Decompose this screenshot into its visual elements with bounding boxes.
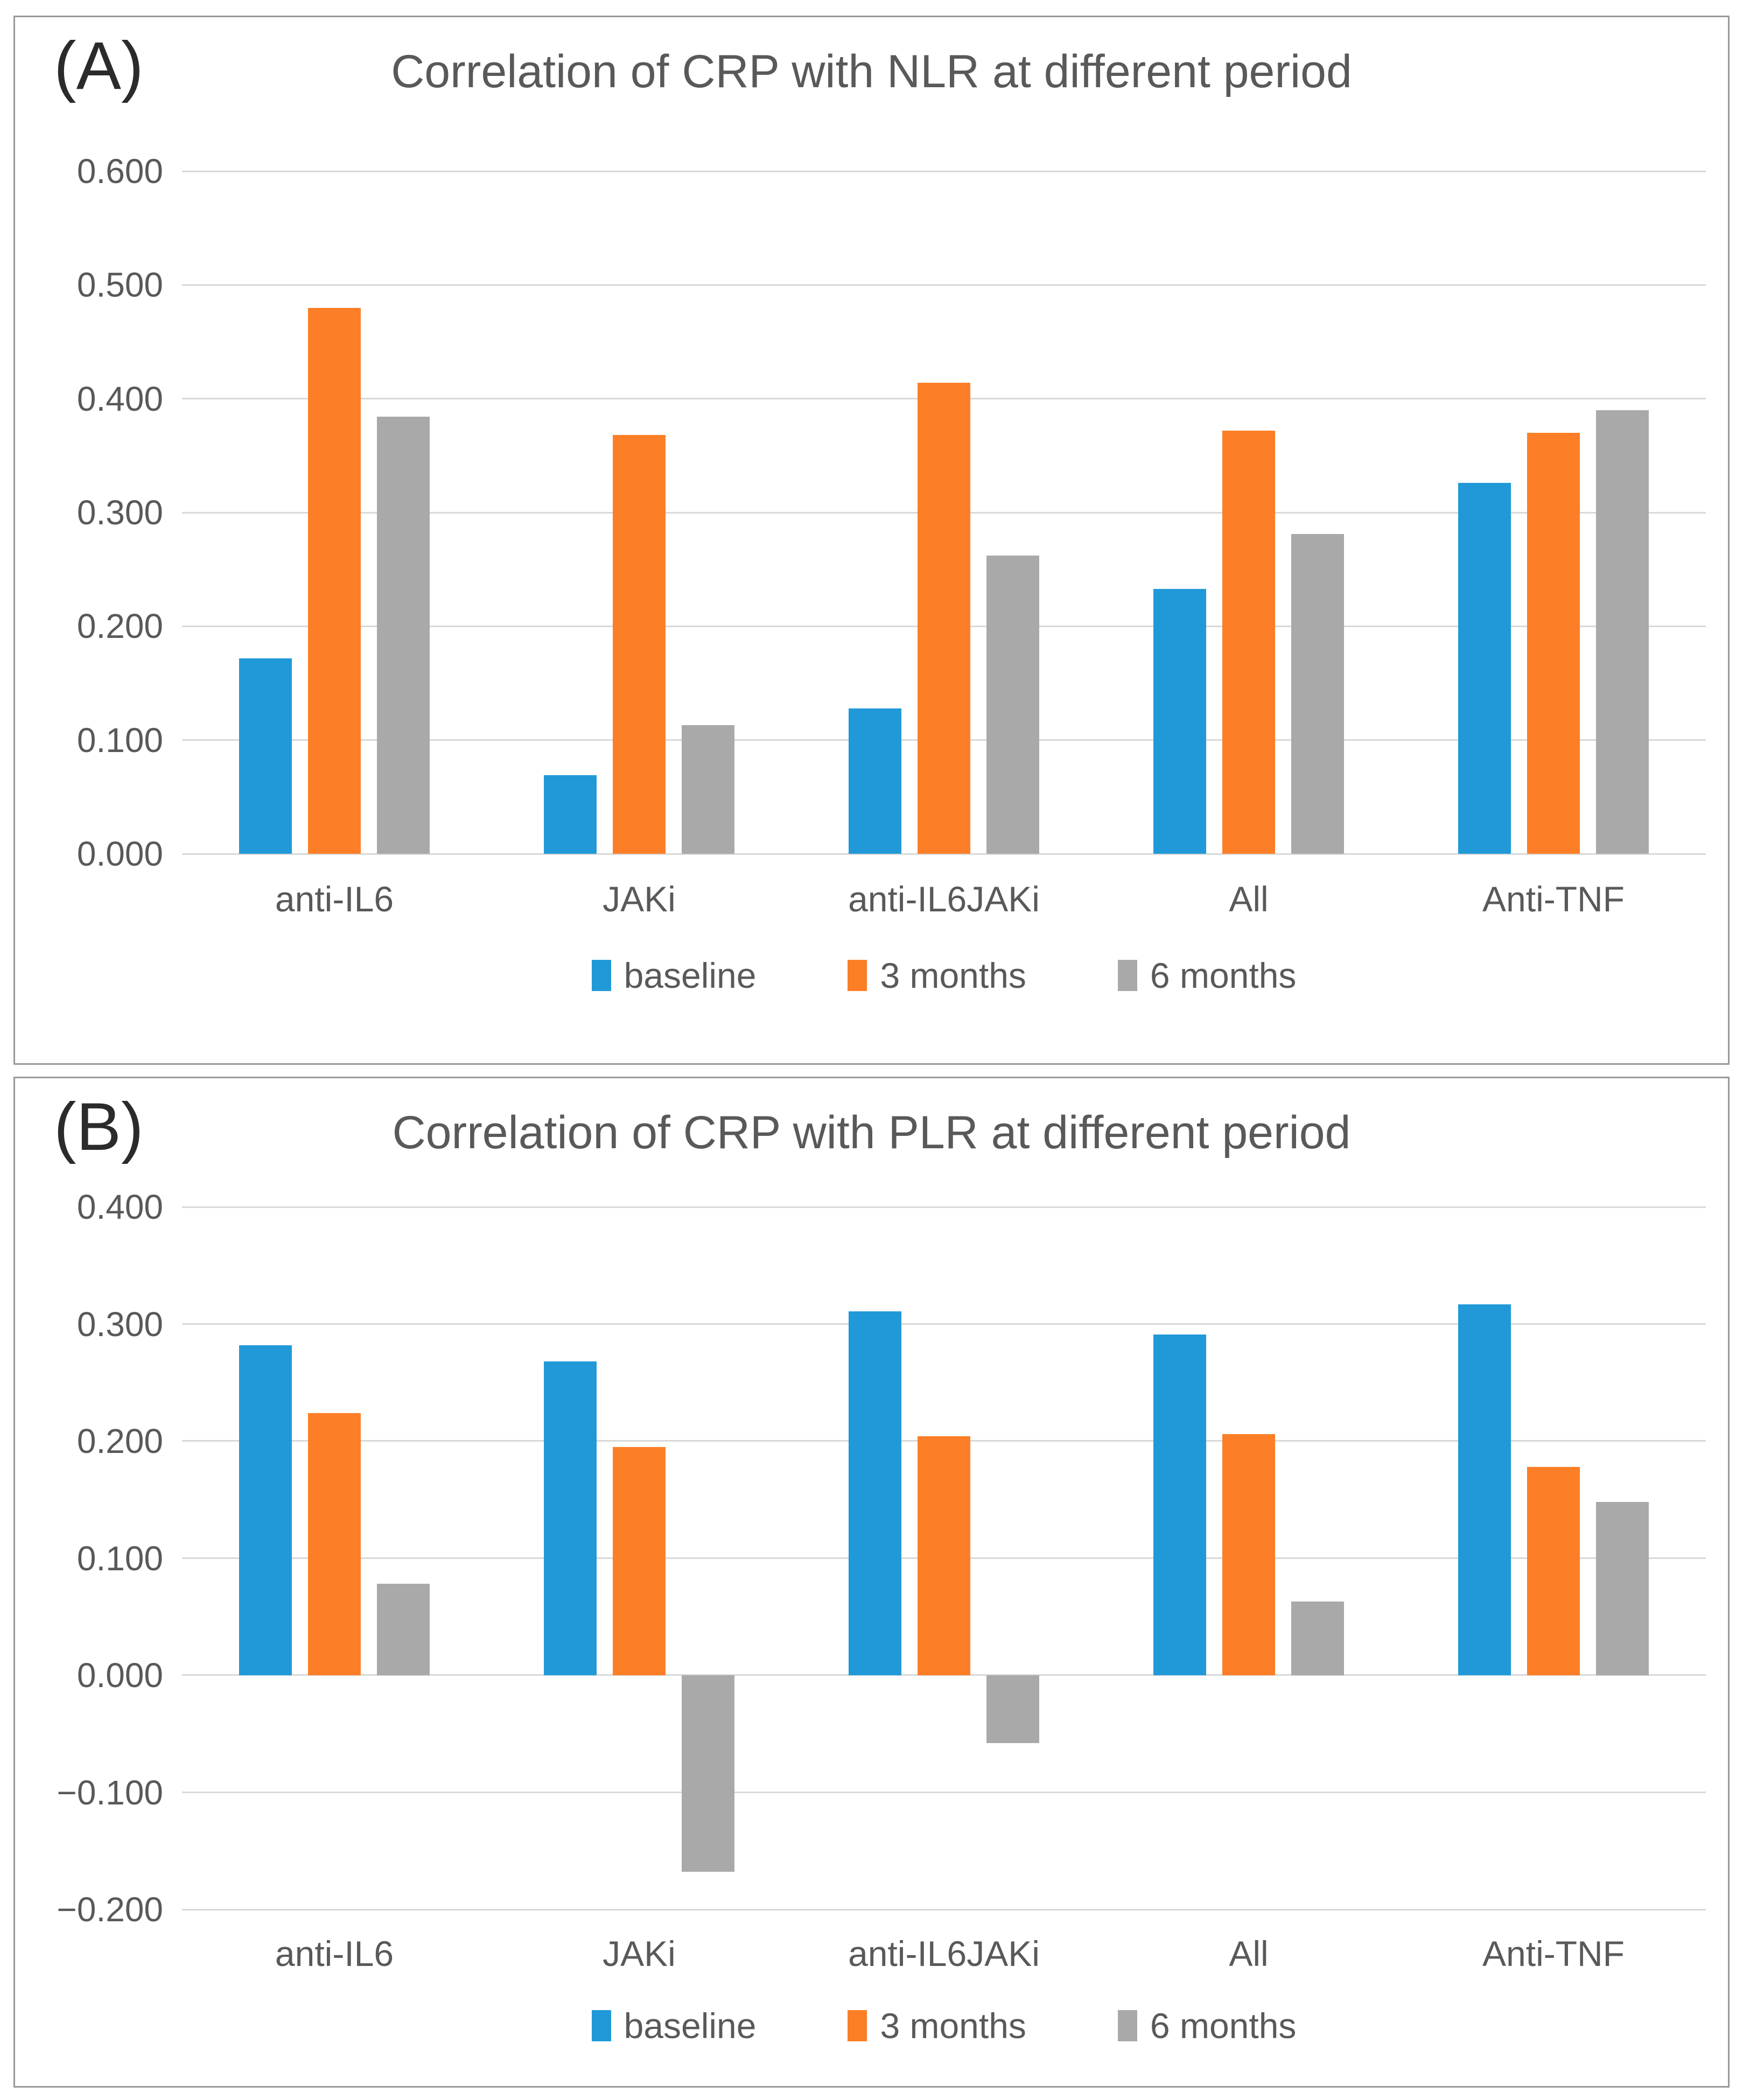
- x-category-label: anti-IL6JAKi: [848, 879, 1040, 919]
- legend-item: 6 months: [1117, 955, 1297, 996]
- plot-area: [182, 1206, 1706, 1911]
- legend-item: 6 months: [1117, 2005, 1297, 2046]
- legend-label: 3 months: [880, 2006, 1026, 2046]
- bar-6-months-Anti-TNF: [1596, 1502, 1649, 1675]
- y-tick-label: 0.200: [76, 607, 163, 646]
- bar-6-months-anti-IL6: [377, 1584, 430, 1675]
- x-category-label: anti-IL6JAKi: [848, 1934, 1040, 1973]
- x-axis: anti-IL6 JAKi anti-IL6JAKi All Anti-TNF: [182, 879, 1706, 919]
- bar-baseline-JAKi: [544, 775, 597, 854]
- legend: baseline 3 months 6 months: [182, 2005, 1706, 2046]
- chart-panel-a: (A) Correlation of CRP with NLR at diffe…: [13, 16, 1730, 1065]
- bar-baseline-anti-IL6: [239, 1345, 292, 1675]
- bar-6-months-anti-IL6JAKi: [986, 556, 1039, 854]
- bar-6-months-JAKi: [682, 725, 734, 854]
- bar-3-months-anti-IL6JAKi: [918, 1436, 970, 1675]
- gridline: [182, 1908, 1706, 1911]
- legend-swatch: [848, 960, 867, 991]
- legend-label: 6 months: [1150, 956, 1297, 995]
- chart-title-b: Correlation of CRP with PLR at different…: [392, 1107, 1351, 1158]
- y-tick-label: 0.100: [76, 720, 163, 760]
- bar-3-months-Anti-TNF: [1527, 1466, 1580, 1675]
- legend-swatch: [591, 2010, 611, 2041]
- x-category-label: Anti-TNF: [1482, 1934, 1625, 1973]
- bar-3-months-anti-IL6JAKi: [918, 383, 970, 854]
- y-tick-label: 0.000: [76, 834, 163, 873]
- x-category-label: anti-IL6: [275, 879, 394, 919]
- bar-3-months-Anti-TNF: [1527, 433, 1580, 854]
- y-tick-label: 0.400: [76, 1188, 163, 1226]
- bar-baseline-JAKi: [544, 1361, 597, 1675]
- bar-baseline-Anti-TNF: [1458, 1304, 1511, 1675]
- y-tick-label: 0.100: [76, 1539, 163, 1578]
- y-axis: 0.400 0.300 0.200 0.100 0.000 −0.100 −0.200: [26, 1188, 163, 1929]
- chart-title-a: Correlation of CRP with NLR at different…: [391, 46, 1352, 97]
- panel-label-b: (B): [54, 1090, 144, 1164]
- bar-baseline-Anti-TNF: [1458, 483, 1511, 854]
- gridline: [182, 284, 1706, 286]
- bar-3-months-All: [1222, 1434, 1275, 1675]
- legend-item: 3 months: [848, 2005, 1026, 2046]
- gridline: [182, 853, 1706, 855]
- y-tick-label: 0.400: [76, 379, 163, 418]
- bar-3-months-All: [1222, 430, 1275, 854]
- panel-label-a: (A): [54, 29, 144, 103]
- legend-swatch: [1117, 960, 1137, 991]
- bar-baseline-anti-IL6JAKi: [849, 708, 901, 854]
- y-tick-label: −0.200: [57, 1890, 163, 1929]
- gridline: [182, 170, 1706, 172]
- legend-swatch: [591, 960, 611, 991]
- bar-6-months-All: [1291, 534, 1344, 854]
- y-tick-label: 0.300: [76, 493, 163, 532]
- legend: baseline 3 months 6 months: [182, 955, 1706, 996]
- x-axis: anti-IL6 JAKi anti-IL6JAKi All Anti-TNF: [182, 1933, 1706, 1974]
- legend-item: baseline: [591, 2005, 757, 2046]
- legend-label: 6 months: [1150, 2006, 1297, 2046]
- y-tick-label: 0.300: [76, 1304, 163, 1344]
- gridline: [182, 1323, 1706, 1325]
- legend-item: 3 months: [848, 955, 1026, 996]
- bar-6-months-Anti-TNF: [1596, 410, 1649, 854]
- bar-baseline-anti-IL6: [239, 658, 292, 854]
- legend-item: baseline: [591, 955, 757, 996]
- bar-6-months-anti-IL6JAKi: [986, 1675, 1039, 1744]
- chart-panel-b: (B) Correlation of CRP with PLR at diffe…: [13, 1077, 1730, 2088]
- bar-baseline-anti-IL6JAKi: [849, 1311, 901, 1675]
- plot-area: [182, 170, 1706, 855]
- x-category-label: JAKi: [603, 879, 676, 919]
- y-tick-label: 0.500: [76, 265, 163, 305]
- x-category-label: Anti-TNF: [1482, 879, 1625, 919]
- y-tick-label: 0.000: [76, 1656, 163, 1695]
- bar-3-months-JAKi: [613, 435, 666, 854]
- x-category-label: All: [1229, 1934, 1269, 1973]
- bar-3-months-anti-IL6: [308, 307, 361, 854]
- gridline: [182, 1792, 1706, 1793]
- gridline: [182, 1206, 1706, 1208]
- bar-3-months-anti-IL6: [308, 1413, 361, 1675]
- y-axis: 0.600 0.500 0.400 0.300 0.200 0.100 0.000: [26, 152, 163, 873]
- bar-3-months-JAKi: [613, 1446, 666, 1675]
- legend-label: 3 months: [880, 956, 1026, 995]
- legend-swatch: [848, 2010, 867, 2041]
- bar-baseline-All: [1153, 1335, 1206, 1675]
- y-tick-label: 0.600: [76, 152, 163, 191]
- bar-6-months-All: [1291, 1601, 1344, 1675]
- bar-baseline-All: [1153, 588, 1206, 854]
- bar-6-months-JAKi: [682, 1675, 734, 1872]
- x-category-label: All: [1229, 879, 1269, 919]
- bar-6-months-anti-IL6: [377, 417, 430, 854]
- y-tick-label: 0.200: [76, 1422, 163, 1460]
- y-tick-label: −0.100: [57, 1773, 163, 1812]
- legend-label: baseline: [624, 2006, 757, 2046]
- legend-swatch: [1117, 2010, 1137, 2041]
- x-category-label: JAKi: [603, 1934, 676, 1973]
- x-category-label: anti-IL6: [275, 1934, 394, 1973]
- legend-label: baseline: [624, 956, 757, 995]
